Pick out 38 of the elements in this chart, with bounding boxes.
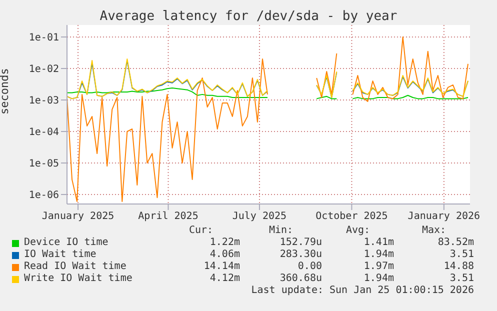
y-tick-label: 1e-05 bbox=[28, 158, 59, 170]
text: 0.00 bbox=[296, 261, 322, 273]
text: 3.51 bbox=[448, 273, 474, 285]
x-tick-label: January 2026 bbox=[408, 211, 480, 222]
legend-label: Write IO Wait time bbox=[23, 273, 134, 285]
y-tick-label: 1e-01 bbox=[28, 32, 59, 44]
legend-label: Read IO Wait time bbox=[23, 261, 128, 273]
text: 1.94m bbox=[362, 249, 394, 261]
text: 83.52m bbox=[436, 237, 474, 249]
text: Min: bbox=[268, 225, 294, 237]
x-tick-label: July 2025 bbox=[232, 211, 287, 222]
x-tick-label: October 2025 bbox=[316, 211, 388, 222]
text: 14.14m bbox=[202, 261, 240, 273]
text: 14.88 bbox=[442, 261, 474, 273]
y-tick-label: 1e-06 bbox=[28, 190, 59, 202]
text: Last update: Sun Jan 25 01:00:15 2026 bbox=[250, 285, 474, 297]
text: Cur: bbox=[188, 225, 214, 237]
text: 3.51 bbox=[448, 249, 474, 261]
text: Max: bbox=[420, 225, 448, 237]
text: 4.12m bbox=[208, 273, 240, 285]
y-tick-label: 1e-02 bbox=[28, 64, 59, 76]
y-tick-label: 1e-03 bbox=[28, 96, 59, 107]
x-tick-label: April 2025 bbox=[138, 211, 198, 222]
text: 1.97m bbox=[362, 261, 394, 273]
text: 283.30u bbox=[278, 249, 322, 261]
y-axis-title: seconds bbox=[0, 68, 11, 114]
text: 360.68u bbox=[278, 273, 322, 285]
legend-label: IO Wait time bbox=[23, 249, 98, 261]
text: 152.79u bbox=[278, 237, 322, 249]
y-tick-label: 1e-04 bbox=[28, 127, 59, 138]
x-tick-label: January 2025 bbox=[42, 211, 114, 222]
text: 1.41m bbox=[362, 237, 394, 249]
text: 4.06m bbox=[208, 249, 240, 261]
text: 1.94m bbox=[362, 273, 394, 285]
chart-title: Average latency for /dev/sda - by year bbox=[98, 9, 398, 24]
legend-label: Device IO time bbox=[23, 237, 110, 249]
text: 1.22m bbox=[208, 237, 240, 249]
text: Avg: bbox=[344, 225, 372, 237]
